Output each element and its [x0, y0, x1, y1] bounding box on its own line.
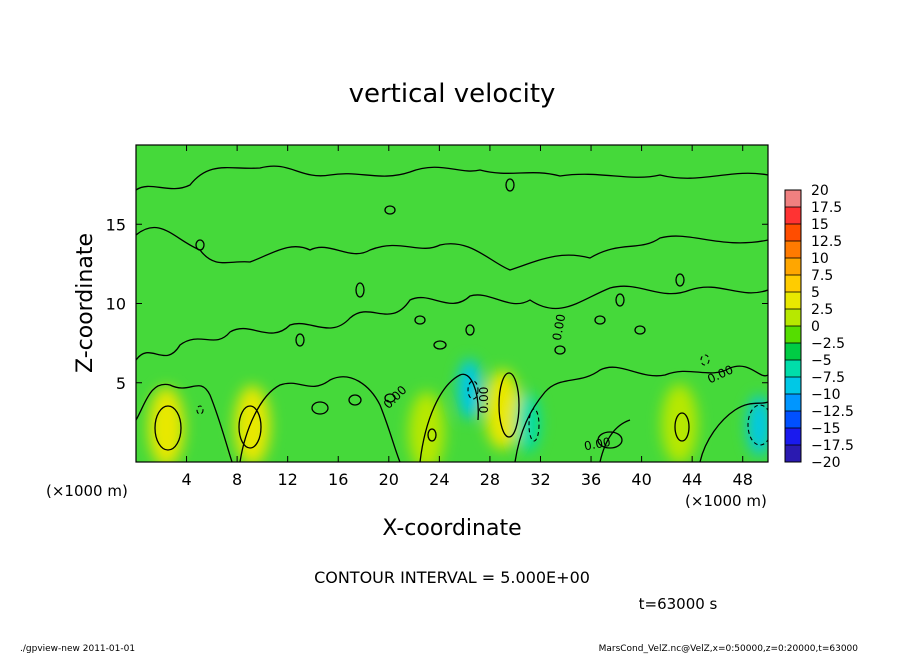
colorbar-label: −17.5 [811, 438, 854, 454]
negative-velocity-core [747, 395, 768, 456]
colorbar-swatch [785, 258, 801, 276]
colorbar-label: 0 [811, 319, 820, 335]
time-label: t=63000 s [639, 595, 718, 613]
x-tick-label: 36 [581, 470, 601, 489]
contour-interval-label: CONTOUR INTERVAL = 5.000E+00 [314, 568, 590, 587]
colorbar-swatch [785, 326, 801, 344]
x-unit-label-right: (×1000 m) [685, 492, 767, 510]
colorbar-swatch [785, 292, 801, 310]
positive-velocity-core [484, 369, 521, 450]
y-axis: 5 10 15 [106, 215, 768, 393]
colorbar-label: 7.5 [811, 268, 833, 284]
contour-label: 0.00 [583, 435, 612, 453]
colorbar-label: 15 [811, 217, 829, 233]
x-tick-label: 32 [530, 470, 550, 489]
colorbar-label: 10 [811, 251, 829, 267]
y-tick-label: 10 [106, 295, 126, 314]
colorbar-swatch [785, 377, 801, 395]
footer-left: ./gpview-new 2011-01-01 [20, 644, 135, 654]
colorbar-label: −10 [811, 387, 841, 403]
colorbar: 2017.51512.5107.552.50−2.5−5−7.5−10−12.5… [784, 183, 854, 471]
colorbar-swatch [785, 428, 801, 446]
contour-label: 0.00 [550, 313, 568, 342]
colorbar-swatch [785, 394, 801, 412]
colorbar-label: −12.5 [811, 404, 854, 420]
colorbar-label: 5 [811, 285, 820, 301]
colorbar-label: −15 [811, 421, 841, 437]
colorbar-swatch [785, 224, 801, 242]
y-tick-label: 15 [106, 215, 126, 234]
chart-title: vertical velocity [349, 79, 556, 109]
colorbar-swatch [785, 309, 801, 327]
x-tick-label: 16 [328, 470, 348, 489]
colorbar-swatch [785, 411, 801, 429]
colorbar-label: −20 [811, 455, 841, 471]
positive-velocity-core [661, 383, 698, 462]
colorbar-swatch [785, 360, 801, 378]
contour-label: 0.00 [477, 387, 491, 414]
positive-velocity-core [148, 387, 185, 462]
colorbar-swatch [785, 190, 801, 208]
contour-lines [136, 165, 768, 462]
colorbar-swatch [785, 275, 801, 293]
x-tick-label: 8 [232, 470, 242, 489]
x-axis-label: X-coordinate [382, 516, 521, 541]
x-tick-label: 4 [181, 470, 191, 489]
x-unit-label-left: (×1000 m) [46, 482, 128, 500]
colorbar-swatch [785, 241, 801, 259]
colorbar-swatch [785, 445, 801, 463]
y-axis-label: Z-coordinate [73, 233, 98, 373]
colorbar-label: 2.5 [811, 302, 833, 318]
colorbar-label: 12.5 [811, 234, 842, 250]
colorbar-label: 17.5 [811, 200, 842, 216]
x-tick-label: 28 [480, 470, 500, 489]
x-tick-label: 24 [429, 470, 449, 489]
footer-right: MarsCond_VelZ.nc@VelZ,x=0:50000,z=0:2000… [599, 644, 859, 654]
colorbar-label: 20 [811, 183, 829, 199]
colorbar-label: −2.5 [811, 336, 845, 352]
plot-area [136, 145, 768, 462]
colorbar-swatch [785, 343, 801, 361]
negative-contour-lines [196, 354, 768, 446]
x-tick-label: 20 [379, 470, 399, 489]
colorbar-label: −7.5 [811, 370, 845, 386]
colorbar-label: −5 [811, 353, 832, 369]
y-tick-label: 5 [116, 374, 126, 393]
x-tick-label: 40 [631, 470, 651, 489]
x-tick-label: 12 [278, 470, 298, 489]
colorbar-swatch [785, 207, 801, 225]
x-tick-label: 48 [733, 470, 753, 489]
x-axis: 4 8 12 16 20 24 28 32 36 40 44 48 [181, 145, 753, 489]
x-tick-label: 44 [682, 470, 702, 489]
